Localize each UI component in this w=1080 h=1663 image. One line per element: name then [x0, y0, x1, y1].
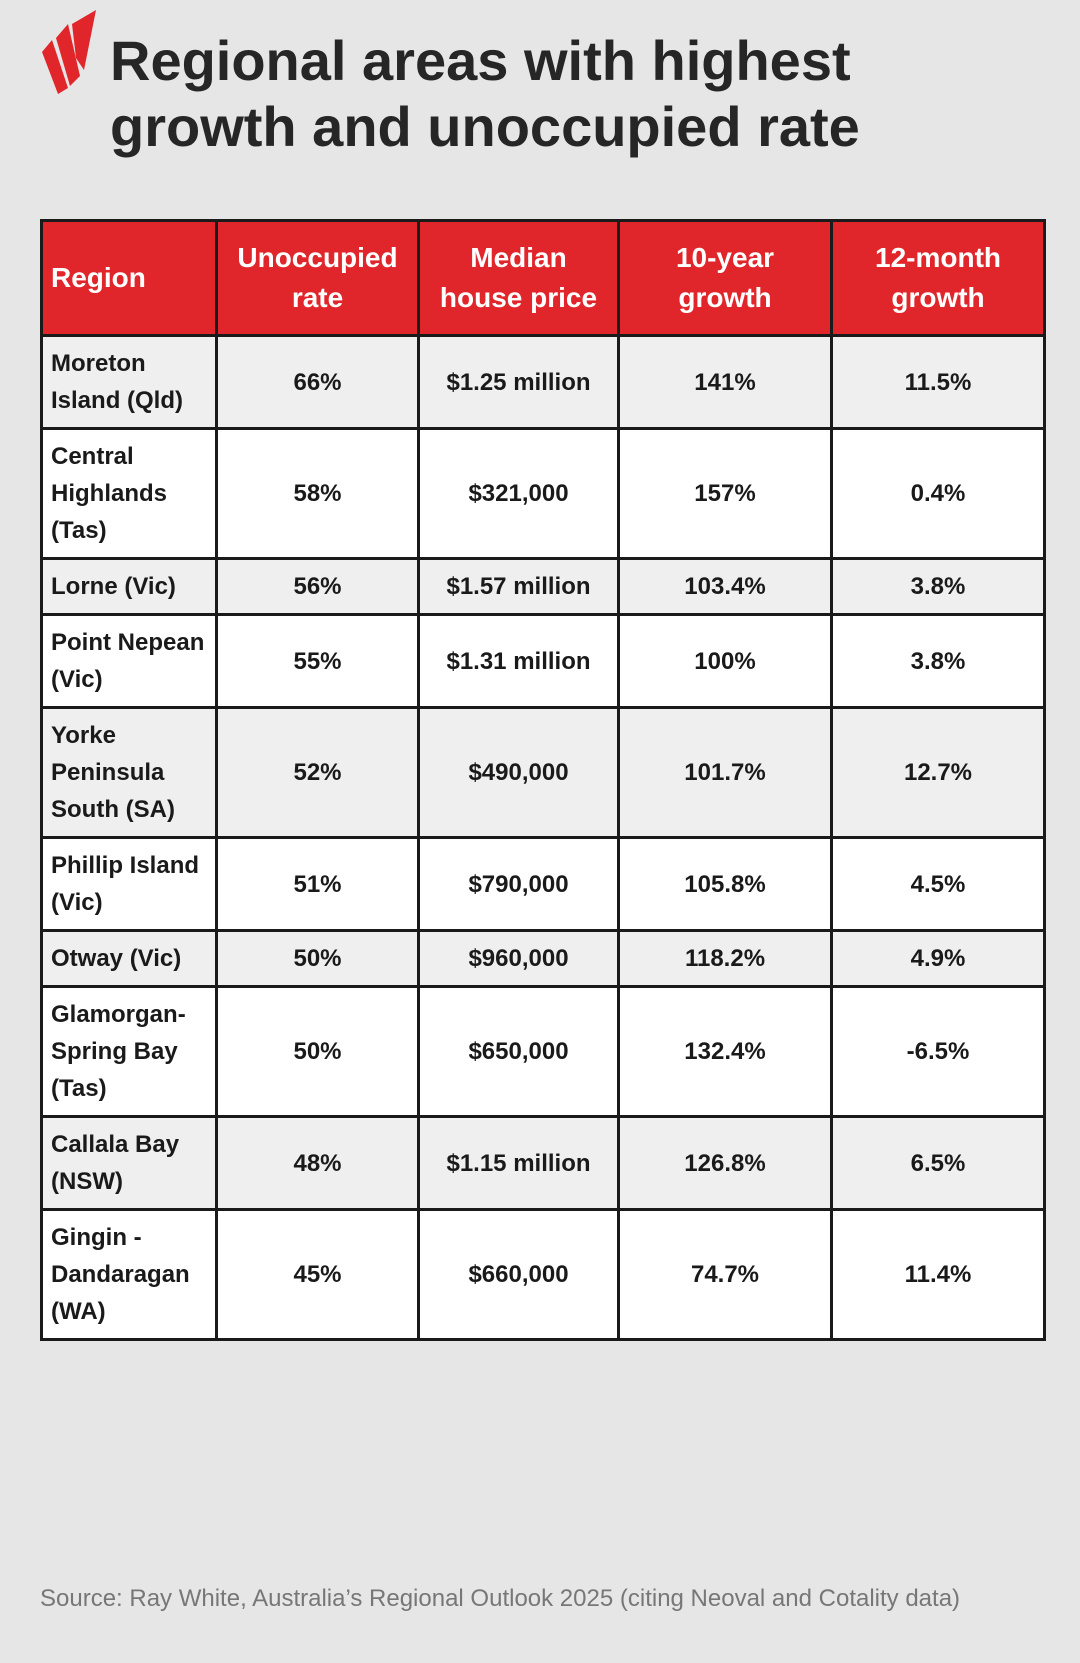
region-cell: Yorke Peninsula South (SA) — [40, 706, 218, 839]
value-cell: 0.4% — [830, 427, 1046, 560]
region-cell: Gingin - Dandaragan (WA) — [40, 1208, 218, 1341]
table-row: Lorne (Vic) 56% $1.57 million 103.4% 3.8% — [40, 557, 1046, 616]
region-cell: Point Nepean (Vic) — [40, 613, 218, 709]
region-cell: Glamorgan-Spring Bay (Tas) — [40, 985, 218, 1118]
region-cell: Central Highlands (Tas) — [40, 427, 218, 560]
value-cell: 3.8% — [830, 613, 1046, 709]
value-cell: 105.8% — [617, 836, 833, 932]
value-cell: $1.31 million — [417, 613, 620, 709]
value-cell: 103.4% — [617, 557, 833, 616]
region-cell: Callala Bay (NSW) — [40, 1115, 218, 1211]
table-row: Gingin - Dandaragan (WA) 45% $660,000 74.7%… — [40, 1208, 1046, 1341]
table-row: Glamorgan-Spring Bay (Tas) 50% $650,000 132… — [40, 985, 1046, 1118]
value-cell: 74.7% — [617, 1208, 833, 1341]
value-cell: 48% — [215, 1115, 420, 1211]
table-row: Point Nepean (Vic) 55% $1.31 million 100% 3.… — [40, 613, 1046, 709]
column-header: 10-year growth — [617, 219, 833, 337]
value-cell: 157% — [617, 427, 833, 560]
value-cell: 118.2% — [617, 929, 833, 988]
value-cell: 4.9% — [830, 929, 1046, 988]
column-header: Unoccupied rate — [215, 219, 420, 337]
value-cell: 50% — [215, 929, 420, 988]
value-cell: 50% — [215, 985, 420, 1118]
value-cell: $660,000 — [417, 1208, 620, 1341]
table-body: Moreton Island (Qld) 66% $1.25 million 141%… — [40, 334, 1046, 1341]
value-cell: 4.5% — [830, 836, 1046, 932]
table-row: Yorke Peninsula South (SA) 52% $490,000 101… — [40, 706, 1046, 839]
table: Region Unoccupied rate Median house price 1… — [40, 219, 1046, 1341]
value-cell: 126.8% — [617, 1115, 833, 1211]
value-cell: 51% — [215, 836, 420, 932]
value-cell: 6.5% — [830, 1115, 1046, 1211]
value-cell: 11.5% — [830, 334, 1046, 430]
table-row: Moreton Island (Qld) 66% $1.25 million 141%… — [40, 334, 1046, 430]
value-cell: $1.25 million — [417, 334, 620, 430]
table-row: Otway (Vic) 50% $960,000 118.2% 4.9% — [40, 929, 1046, 988]
value-cell: 3.8% — [830, 557, 1046, 616]
region-cell: Otway (Vic) — [40, 929, 218, 988]
value-cell: -6.5% — [830, 985, 1046, 1118]
value-cell: 52% — [215, 706, 420, 839]
value-cell: 58% — [215, 427, 420, 560]
value-cell: 56% — [215, 557, 420, 616]
table-row: Phillip Island (Vic) 51% $790,000 105.8% 4.5… — [40, 836, 1046, 932]
value-cell: 45% — [215, 1208, 420, 1341]
value-cell: 100% — [617, 613, 833, 709]
value-cell: $1.15 million — [417, 1115, 620, 1211]
value-cell: 11.4% — [830, 1208, 1046, 1341]
value-cell: 66% — [215, 334, 420, 430]
table-row: Callala Bay (NSW) 48% $1.15 million 126.8% 6… — [40, 1115, 1046, 1211]
value-cell: 12.7% — [830, 706, 1046, 839]
value-cell: $490,000 — [417, 706, 620, 839]
value-cell: $650,000 — [417, 985, 620, 1118]
table-row: Central Highlands (Tas) 58% $321,000 157% 0.… — [40, 427, 1046, 560]
value-cell: $790,000 — [417, 836, 620, 932]
region-cell: Moreton Island (Qld) — [40, 334, 218, 430]
column-header: Region — [40, 219, 218, 337]
header-row: Region Unoccupied rate Median house price 1… — [40, 219, 1046, 337]
value-cell: 55% — [215, 613, 420, 709]
title: Regional areas with highest growth and u… — [110, 29, 860, 158]
value-cell: $1.57 million — [417, 557, 620, 616]
value-cell: 101.7% — [617, 706, 833, 839]
region-cell: Phillip Island (Vic) — [40, 836, 218, 932]
value-cell: 132.4% — [617, 985, 833, 1118]
logo — [42, 10, 96, 94]
column-header: Median house price — [417, 219, 620, 337]
region-cell: Lorne (Vic) — [40, 557, 218, 616]
column-header: 12-month growth — [830, 219, 1046, 337]
value-cell: $960,000 — [417, 929, 620, 988]
source: Source: Ray White, Australia’s Regional … — [40, 1585, 961, 1612]
value-cell: $321,000 — [417, 427, 620, 560]
value-cell: 141% — [617, 334, 833, 430]
